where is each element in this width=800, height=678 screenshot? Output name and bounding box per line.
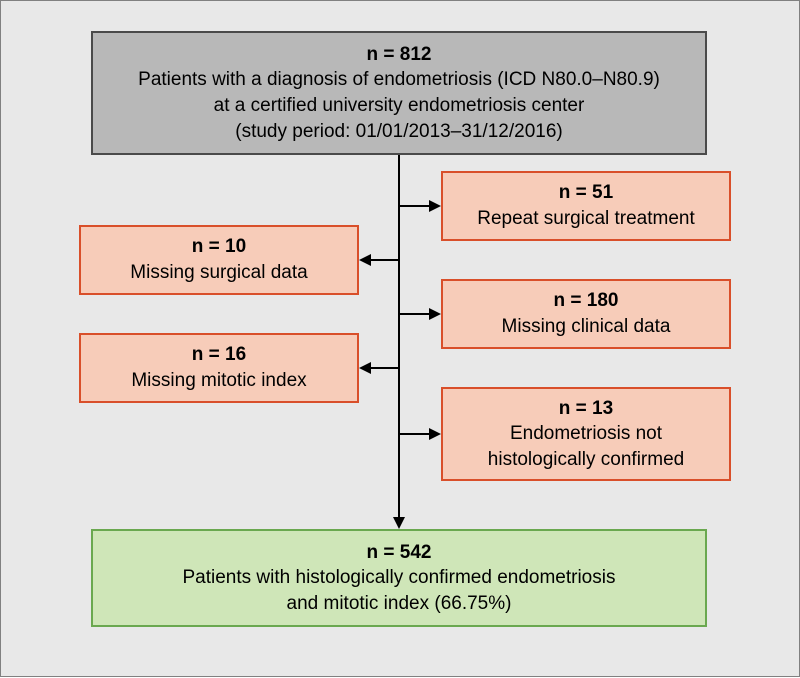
- box-desc: Patients with a diagnosis of endometrios…: [138, 67, 660, 144]
- flow-box-exR1: n = 51Repeat surgical treatment: [441, 171, 731, 241]
- box-desc: Missing surgical data: [130, 260, 307, 286]
- box-desc: Endometriosis nothistologically confirme…: [488, 421, 684, 472]
- box-desc: Patients with histologically confirmed e…: [183, 565, 616, 616]
- box-title: n = 812: [367, 42, 432, 68]
- box-title: n = 542: [367, 540, 432, 566]
- flow-box-exL1: n = 10Missing surgical data: [79, 225, 359, 295]
- box-desc: Missing mitotic index: [131, 368, 306, 394]
- flow-box-final: n = 542Patients with histologically conf…: [91, 529, 707, 627]
- flowchart-canvas: n = 812Patients with a diagnosis of endo…: [0, 0, 800, 677]
- flow-box-exR3: n = 13Endometriosis nothistologically co…: [441, 387, 731, 481]
- box-title: n = 13: [559, 396, 613, 422]
- flow-box-top: n = 812Patients with a diagnosis of endo…: [91, 31, 707, 155]
- box-desc: Missing clinical data: [502, 314, 671, 340]
- box-desc: Repeat surgical treatment: [477, 206, 695, 232]
- box-title: n = 10: [192, 234, 246, 260]
- box-title: n = 16: [192, 342, 246, 368]
- box-title: n = 51: [559, 180, 613, 206]
- box-title: n = 180: [554, 288, 619, 314]
- flow-box-exL2: n = 16Missing mitotic index: [79, 333, 359, 403]
- flow-box-exR2: n = 180Missing clinical data: [441, 279, 731, 349]
